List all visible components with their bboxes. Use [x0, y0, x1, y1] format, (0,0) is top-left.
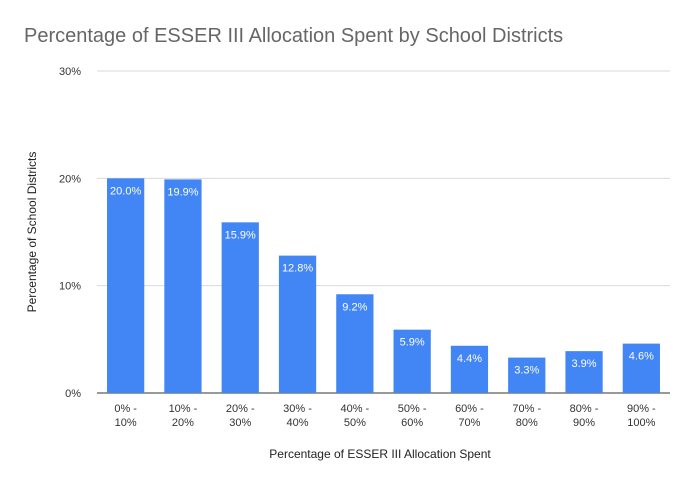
- chart-title: Percentage of ESSER III Allocation Spent…: [24, 25, 563, 47]
- x-tick-label: 70% -80%: [512, 403, 541, 429]
- bar-value-label: 15.9%: [225, 229, 256, 241]
- x-tick-label: 60% -70%: [455, 403, 484, 429]
- y-tick-label: 10%: [59, 281, 81, 293]
- y-axis-title: Percentage of School Districts: [25, 152, 39, 313]
- bar: [221, 222, 259, 393]
- bar-value-label: 4.6%: [629, 351, 654, 363]
- bar-value-label: 5.9%: [400, 337, 425, 349]
- bar-value-label: 19.9%: [167, 186, 198, 198]
- bar: [393, 329, 431, 393]
- bar-value-label: 9.2%: [342, 301, 367, 313]
- bar: [164, 179, 202, 393]
- y-tick-label: 30%: [59, 66, 81, 78]
- x-tick-label: 50% -60%: [398, 403, 427, 429]
- bar: [278, 255, 317, 393]
- bar-value-label: 4.4%: [457, 353, 482, 365]
- bar: [565, 351, 603, 393]
- x-tick-label: 10% -20%: [169, 403, 198, 429]
- bar-value-label: 3.3%: [514, 365, 539, 377]
- x-axis-ticks: 0% -10% 10% -20% 20% -30% 30% -40% 40% -50% 5…: [114, 403, 656, 429]
- data-labels: 20.0% 19.9% 15.9% 12.8% 9.2% 5.9% 4.4% 3.3% 3.9%…: [110, 185, 654, 376]
- bar-value-label: 3.9%: [572, 358, 597, 370]
- bar: [508, 357, 546, 393]
- bars: [107, 178, 660, 393]
- bar: [450, 345, 489, 393]
- bar: [622, 343, 660, 393]
- bar: [107, 178, 145, 393]
- x-tick-label: 40% -50%: [340, 403, 369, 429]
- y-tick-label: 20%: [59, 173, 81, 185]
- x-tick-label: 30% -40%: [283, 403, 312, 429]
- bar-value-label: 20.0%: [110, 185, 141, 197]
- bar: [336, 294, 374, 393]
- x-tick-label: 90% -100%: [627, 403, 656, 429]
- y-axis-ticks: 0% 10% 20% 30%: [59, 66, 81, 400]
- y-tick-label: 0%: [65, 388, 81, 400]
- x-axis-title: Percentage of ESSER III Allocation Spent: [269, 447, 491, 461]
- bar-value-label: 12.8%: [282, 263, 313, 275]
- x-tick-label: 20% -30%: [226, 403, 255, 429]
- x-tick-label: 80% -90%: [570, 403, 599, 429]
- x-tick-label: 0% -10%: [114, 403, 137, 429]
